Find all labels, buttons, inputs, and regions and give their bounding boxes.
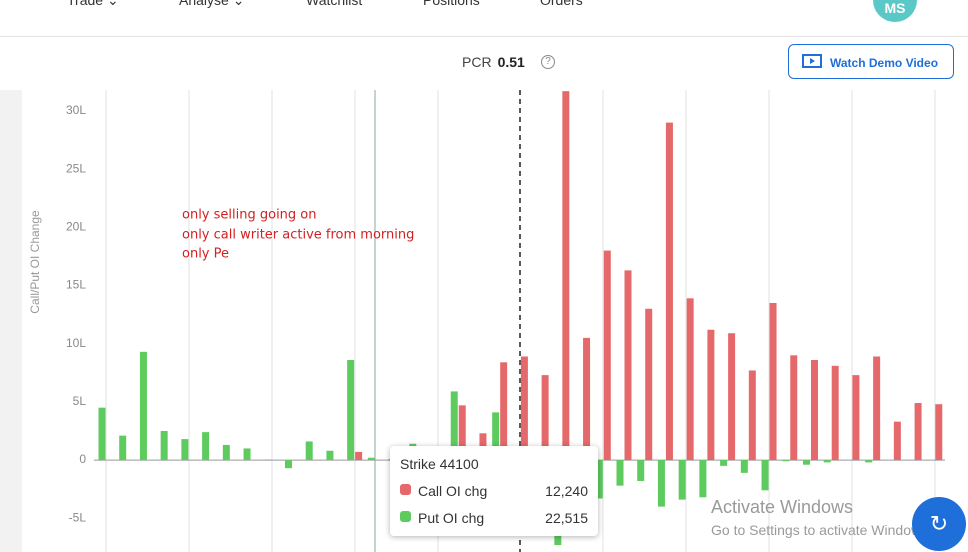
pcr-value: 0.51 bbox=[497, 54, 525, 70]
y-axis-title: Call/Put OI Change bbox=[28, 210, 42, 314]
tooltip-swatch bbox=[400, 511, 411, 522]
y-tick-label: 30L bbox=[66, 103, 86, 117]
tooltip-swatch bbox=[400, 484, 411, 495]
vertical-grid bbox=[105, 90, 936, 552]
bar bbox=[782, 460, 790, 462]
bar bbox=[264, 459, 272, 461]
y-tick-label: 0 bbox=[79, 452, 86, 466]
annotation: only selling going on bbox=[182, 208, 317, 223]
bar bbox=[831, 365, 839, 461]
bar bbox=[326, 450, 334, 461]
bar bbox=[893, 421, 901, 461]
pcr-label: PCR bbox=[462, 54, 492, 70]
bar bbox=[458, 405, 466, 461]
demo-button[interactable]: Watch Demo Video bbox=[788, 44, 954, 79]
bar bbox=[119, 435, 127, 461]
nav-item[interactable]: Orders bbox=[540, 0, 583, 8]
side-strip bbox=[0, 90, 22, 552]
nav-item[interactable]: Positions bbox=[423, 0, 480, 8]
bar bbox=[707, 329, 715, 461]
bar bbox=[305, 441, 313, 461]
bar bbox=[686, 298, 694, 461]
bar bbox=[603, 250, 611, 461]
bar bbox=[450, 391, 458, 461]
avatar[interactable]: MS bbox=[873, 0, 917, 22]
help-icon[interactable]: ? bbox=[541, 55, 555, 69]
nav-item[interactable]: Analyse ⌄ bbox=[179, 0, 245, 8]
bar bbox=[541, 375, 549, 461]
bar bbox=[769, 302, 777, 461]
refresh-button[interactable]: ↻ bbox=[912, 497, 966, 551]
bar bbox=[160, 430, 168, 461]
bar bbox=[678, 460, 686, 500]
bar bbox=[873, 356, 881, 461]
bar bbox=[139, 351, 147, 461]
bar bbox=[562, 91, 570, 461]
watermark-text: Go to Settings to activate Windows. bbox=[711, 522, 932, 538]
bar bbox=[865, 460, 873, 463]
bar bbox=[720, 460, 728, 466]
bar bbox=[500, 362, 508, 461]
bar bbox=[637, 460, 645, 482]
bar bbox=[645, 308, 653, 461]
bar bbox=[520, 356, 528, 461]
bar bbox=[790, 355, 798, 461]
y-tick-label: 5L bbox=[73, 394, 87, 408]
bar bbox=[657, 460, 665, 507]
bar bbox=[222, 444, 230, 461]
bar bbox=[616, 460, 624, 486]
bar bbox=[823, 460, 831, 463]
tooltip-value: 22,515 bbox=[545, 510, 588, 526]
y-tick-label: 15L bbox=[66, 278, 86, 292]
tooltip-label: Call OI chg bbox=[418, 483, 488, 499]
watermark-title: Activate Windows bbox=[711, 497, 854, 517]
video-icon bbox=[802, 54, 822, 68]
bar bbox=[355, 451, 363, 461]
bar bbox=[595, 460, 603, 499]
bar bbox=[347, 359, 355, 461]
y-tick-label: 20L bbox=[66, 219, 86, 233]
header bbox=[0, 0, 968, 37]
bar bbox=[761, 460, 769, 491]
tooltip-title: Strike 44100 bbox=[400, 456, 479, 472]
bar bbox=[284, 460, 292, 469]
bar bbox=[98, 407, 106, 461]
bar bbox=[624, 270, 632, 461]
bar bbox=[914, 403, 922, 461]
annotation: only Pe bbox=[182, 247, 229, 262]
y-tick-label: 10L bbox=[66, 336, 86, 350]
bar bbox=[802, 460, 810, 465]
demo-label: Watch Demo Video bbox=[830, 56, 939, 70]
y-tick-label: -5L bbox=[69, 510, 87, 524]
nav-item[interactable]: Trade ⌄ bbox=[67, 0, 119, 8]
bar bbox=[748, 370, 756, 461]
bar bbox=[583, 337, 591, 461]
bar bbox=[665, 122, 673, 461]
y-tick-label: 25L bbox=[66, 161, 86, 175]
bar bbox=[699, 460, 707, 498]
bar bbox=[367, 457, 375, 461]
bar bbox=[852, 375, 860, 461]
nav-item[interactable]: Watchlist bbox=[306, 0, 363, 8]
bar bbox=[728, 333, 736, 461]
pcr: PCR 0.51 bbox=[462, 54, 525, 70]
annotation: only call writer active from morning bbox=[182, 228, 414, 243]
bar bbox=[181, 439, 189, 461]
tooltip: Strike 44100 Call OI chg 12,240 Put OI c… bbox=[390, 446, 598, 536]
tooltip-label: Put OI chg bbox=[418, 510, 485, 526]
bar bbox=[810, 359, 818, 461]
bar bbox=[740, 460, 748, 473]
bar bbox=[243, 448, 251, 461]
bar bbox=[935, 404, 943, 461]
bar bbox=[492, 412, 500, 461]
tooltip-value: 12,240 bbox=[545, 483, 588, 499]
bar bbox=[202, 432, 210, 461]
